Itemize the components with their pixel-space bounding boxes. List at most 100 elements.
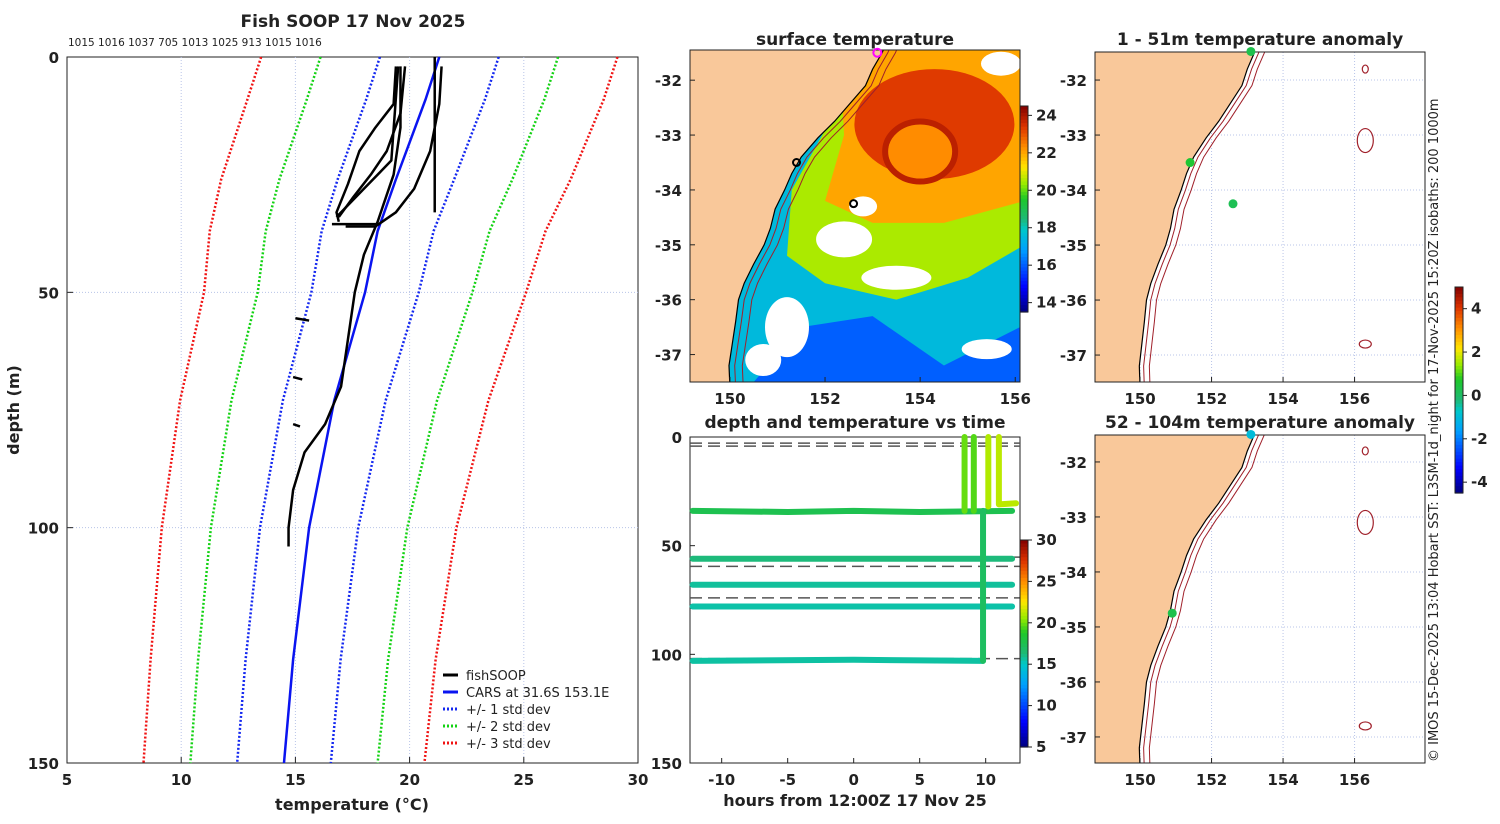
colorbar-segment (1455, 379, 1463, 384)
lon-tick-label: 150 (714, 390, 745, 408)
colorbar-segment (1455, 472, 1463, 477)
anomaly-point (1246, 46, 1256, 56)
colorbar-segment (1020, 174, 1028, 179)
std-dev-line-3 (142, 56, 263, 764)
colorbar-segment (1455, 486, 1463, 491)
lat-tick-label: -33 (1060, 127, 1087, 145)
lat-tick-label: -32 (1060, 72, 1087, 90)
std-dev-line-3 (423, 56, 619, 764)
colorbar-segment (1020, 643, 1028, 648)
isobath-line (1143, 435, 1260, 763)
colorbar-segment (1455, 407, 1463, 412)
colorbar-segment (1020, 543, 1028, 548)
legend-label: +/- 3 std dev (466, 737, 551, 752)
colorbar-tick-label: 10 (1036, 697, 1057, 715)
colorbar-segment (1020, 595, 1028, 600)
station-marker (792, 157, 802, 167)
colorbar-segment (1455, 441, 1463, 446)
colorbar-segment (1020, 553, 1028, 558)
colorbar-tick-label: 0 (1471, 386, 1481, 404)
colorbar-segment (1020, 106, 1028, 111)
colorbar-segment (1020, 195, 1028, 200)
lat-tick-label: -37 (1060, 347, 1087, 365)
colorbar-frame (1454, 286, 1464, 494)
colorbar-segment (1020, 715, 1028, 720)
anomaly-point (1167, 608, 1177, 618)
map-frame (1094, 434, 1426, 764)
colorbar-tick-label: -2 (1471, 430, 1488, 448)
colorbar-segment (1020, 622, 1028, 627)
colorbar-segment (1455, 465, 1463, 470)
y-tick-label: 150 (28, 755, 59, 773)
colorbar-segment (1020, 581, 1028, 586)
std-dev-line-2 (189, 56, 322, 764)
colorbar-segment (1455, 431, 1463, 436)
sst-eddy-core (882, 118, 959, 185)
colorbar-segment (1020, 619, 1028, 624)
lon-tick-label: 156 (1000, 390, 1031, 408)
colorbar-tick-label: 20 (1036, 614, 1057, 632)
credit-text: © IMOS 15-Dec-2025 13:04 Hobart SST: L3S… (1427, 98, 1442, 762)
colorbar-segment (1020, 602, 1028, 607)
x-tick-label: 0 (848, 771, 858, 789)
colorbar-segment (1020, 633, 1028, 638)
anomaly-colorbar: 4 2 0 -2 -4 (1454, 286, 1488, 494)
colorbar-tick-label: 25 (1036, 572, 1057, 590)
land (1095, 52, 1256, 382)
colorbar-segment (1020, 133, 1028, 138)
x-tick-label: -5 (779, 771, 796, 789)
colorbar-segment (1455, 355, 1463, 360)
colorbar-segment (1455, 444, 1463, 449)
colorbar-segment (1020, 629, 1028, 634)
colorbar-segment (1455, 287, 1463, 292)
colorbar-segment (1020, 191, 1028, 196)
colorbar-segment (1020, 219, 1028, 224)
map-frame (1094, 51, 1426, 383)
lat-tick-label: -35 (1060, 619, 1087, 637)
fishsoop-profile-line (345, 66, 443, 228)
colorbar-segment (1455, 376, 1463, 381)
sensor-track (689, 507, 1016, 515)
colorbar-segment (1020, 136, 1028, 141)
colorbar-segment (1020, 557, 1028, 562)
station-marker (872, 47, 883, 58)
colorbar-segment (1020, 226, 1028, 231)
colorbar-segment (1020, 236, 1028, 241)
colorbar-segment (1455, 434, 1463, 439)
colorbar-segment (1020, 291, 1028, 296)
colorbar-segment (1455, 400, 1463, 405)
colorbar-segment (1020, 550, 1028, 555)
colorbar-segment (1020, 239, 1028, 244)
colorbar-tick-label: 30 (1036, 531, 1057, 549)
lon-tick-label: 154 (904, 390, 935, 408)
colorbar-segment (1020, 305, 1028, 310)
x-tick-label: 20 (399, 771, 420, 789)
colorbar-segment (1020, 160, 1028, 165)
cars-profile-line (282, 56, 441, 764)
colorbar-segment (1020, 678, 1028, 683)
colorbar-segment (1020, 164, 1028, 169)
colorbar-segment (1020, 588, 1028, 593)
colorbar-segment (1455, 311, 1463, 316)
legend-label: fishSOOP (466, 669, 526, 684)
fishsoop-profile-line (295, 316, 310, 322)
x-tick-label: 5 (914, 771, 924, 789)
colorbar-segment (1020, 150, 1028, 155)
colorbar-segment (1020, 574, 1028, 579)
colorbar-segment (1455, 300, 1463, 305)
colorbar-segment (1020, 257, 1028, 262)
colorbar-segment (1455, 410, 1463, 415)
colorbar-segment (1020, 112, 1028, 117)
colorbar-segment (1020, 612, 1028, 617)
colorbar-segment (1020, 253, 1028, 258)
colorbar-segment (1020, 681, 1028, 686)
colorbar-tick-label: 2 (1471, 343, 1481, 361)
y-tick-label: 0 (672, 429, 682, 447)
colorbar-segment (1020, 147, 1028, 152)
lat-tick-label: -34 (1060, 564, 1087, 582)
colorbar-segment (1455, 324, 1463, 329)
colorbar-tick-label: 20 (1036, 181, 1057, 199)
colorbar-segment (1455, 417, 1463, 422)
